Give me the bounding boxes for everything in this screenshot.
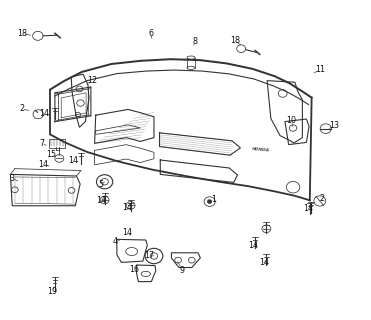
Text: 12: 12	[87, 76, 97, 85]
Text: 14: 14	[96, 196, 106, 205]
Text: 17: 17	[144, 251, 154, 260]
Text: 14: 14	[39, 109, 49, 118]
Text: 18: 18	[17, 29, 27, 38]
Text: 14: 14	[259, 258, 269, 267]
Text: 14: 14	[122, 228, 132, 237]
Text: 4: 4	[112, 237, 118, 246]
Text: HONDA: HONDA	[252, 148, 270, 153]
Text: 6: 6	[149, 29, 154, 38]
Text: 1: 1	[211, 196, 216, 204]
Circle shape	[207, 200, 212, 204]
Text: 7: 7	[39, 139, 44, 148]
Text: 2: 2	[319, 194, 325, 203]
Text: 3: 3	[9, 174, 14, 183]
Text: 9: 9	[180, 266, 185, 275]
Text: 14: 14	[122, 203, 132, 212]
Text: 14: 14	[69, 156, 78, 165]
Text: 14: 14	[248, 241, 258, 250]
Text: 16: 16	[129, 265, 139, 274]
Text: 10: 10	[287, 116, 296, 125]
Text: 14: 14	[303, 204, 313, 213]
Text: 18: 18	[230, 36, 240, 45]
Text: 11: 11	[315, 65, 325, 74]
Text: 15: 15	[46, 150, 56, 159]
Text: 5: 5	[98, 180, 104, 189]
Text: 19: 19	[47, 287, 58, 296]
Text: 13: 13	[329, 121, 339, 130]
Text: 2: 2	[19, 104, 24, 113]
Text: 14: 14	[38, 160, 47, 169]
Text: 8: 8	[192, 37, 197, 46]
